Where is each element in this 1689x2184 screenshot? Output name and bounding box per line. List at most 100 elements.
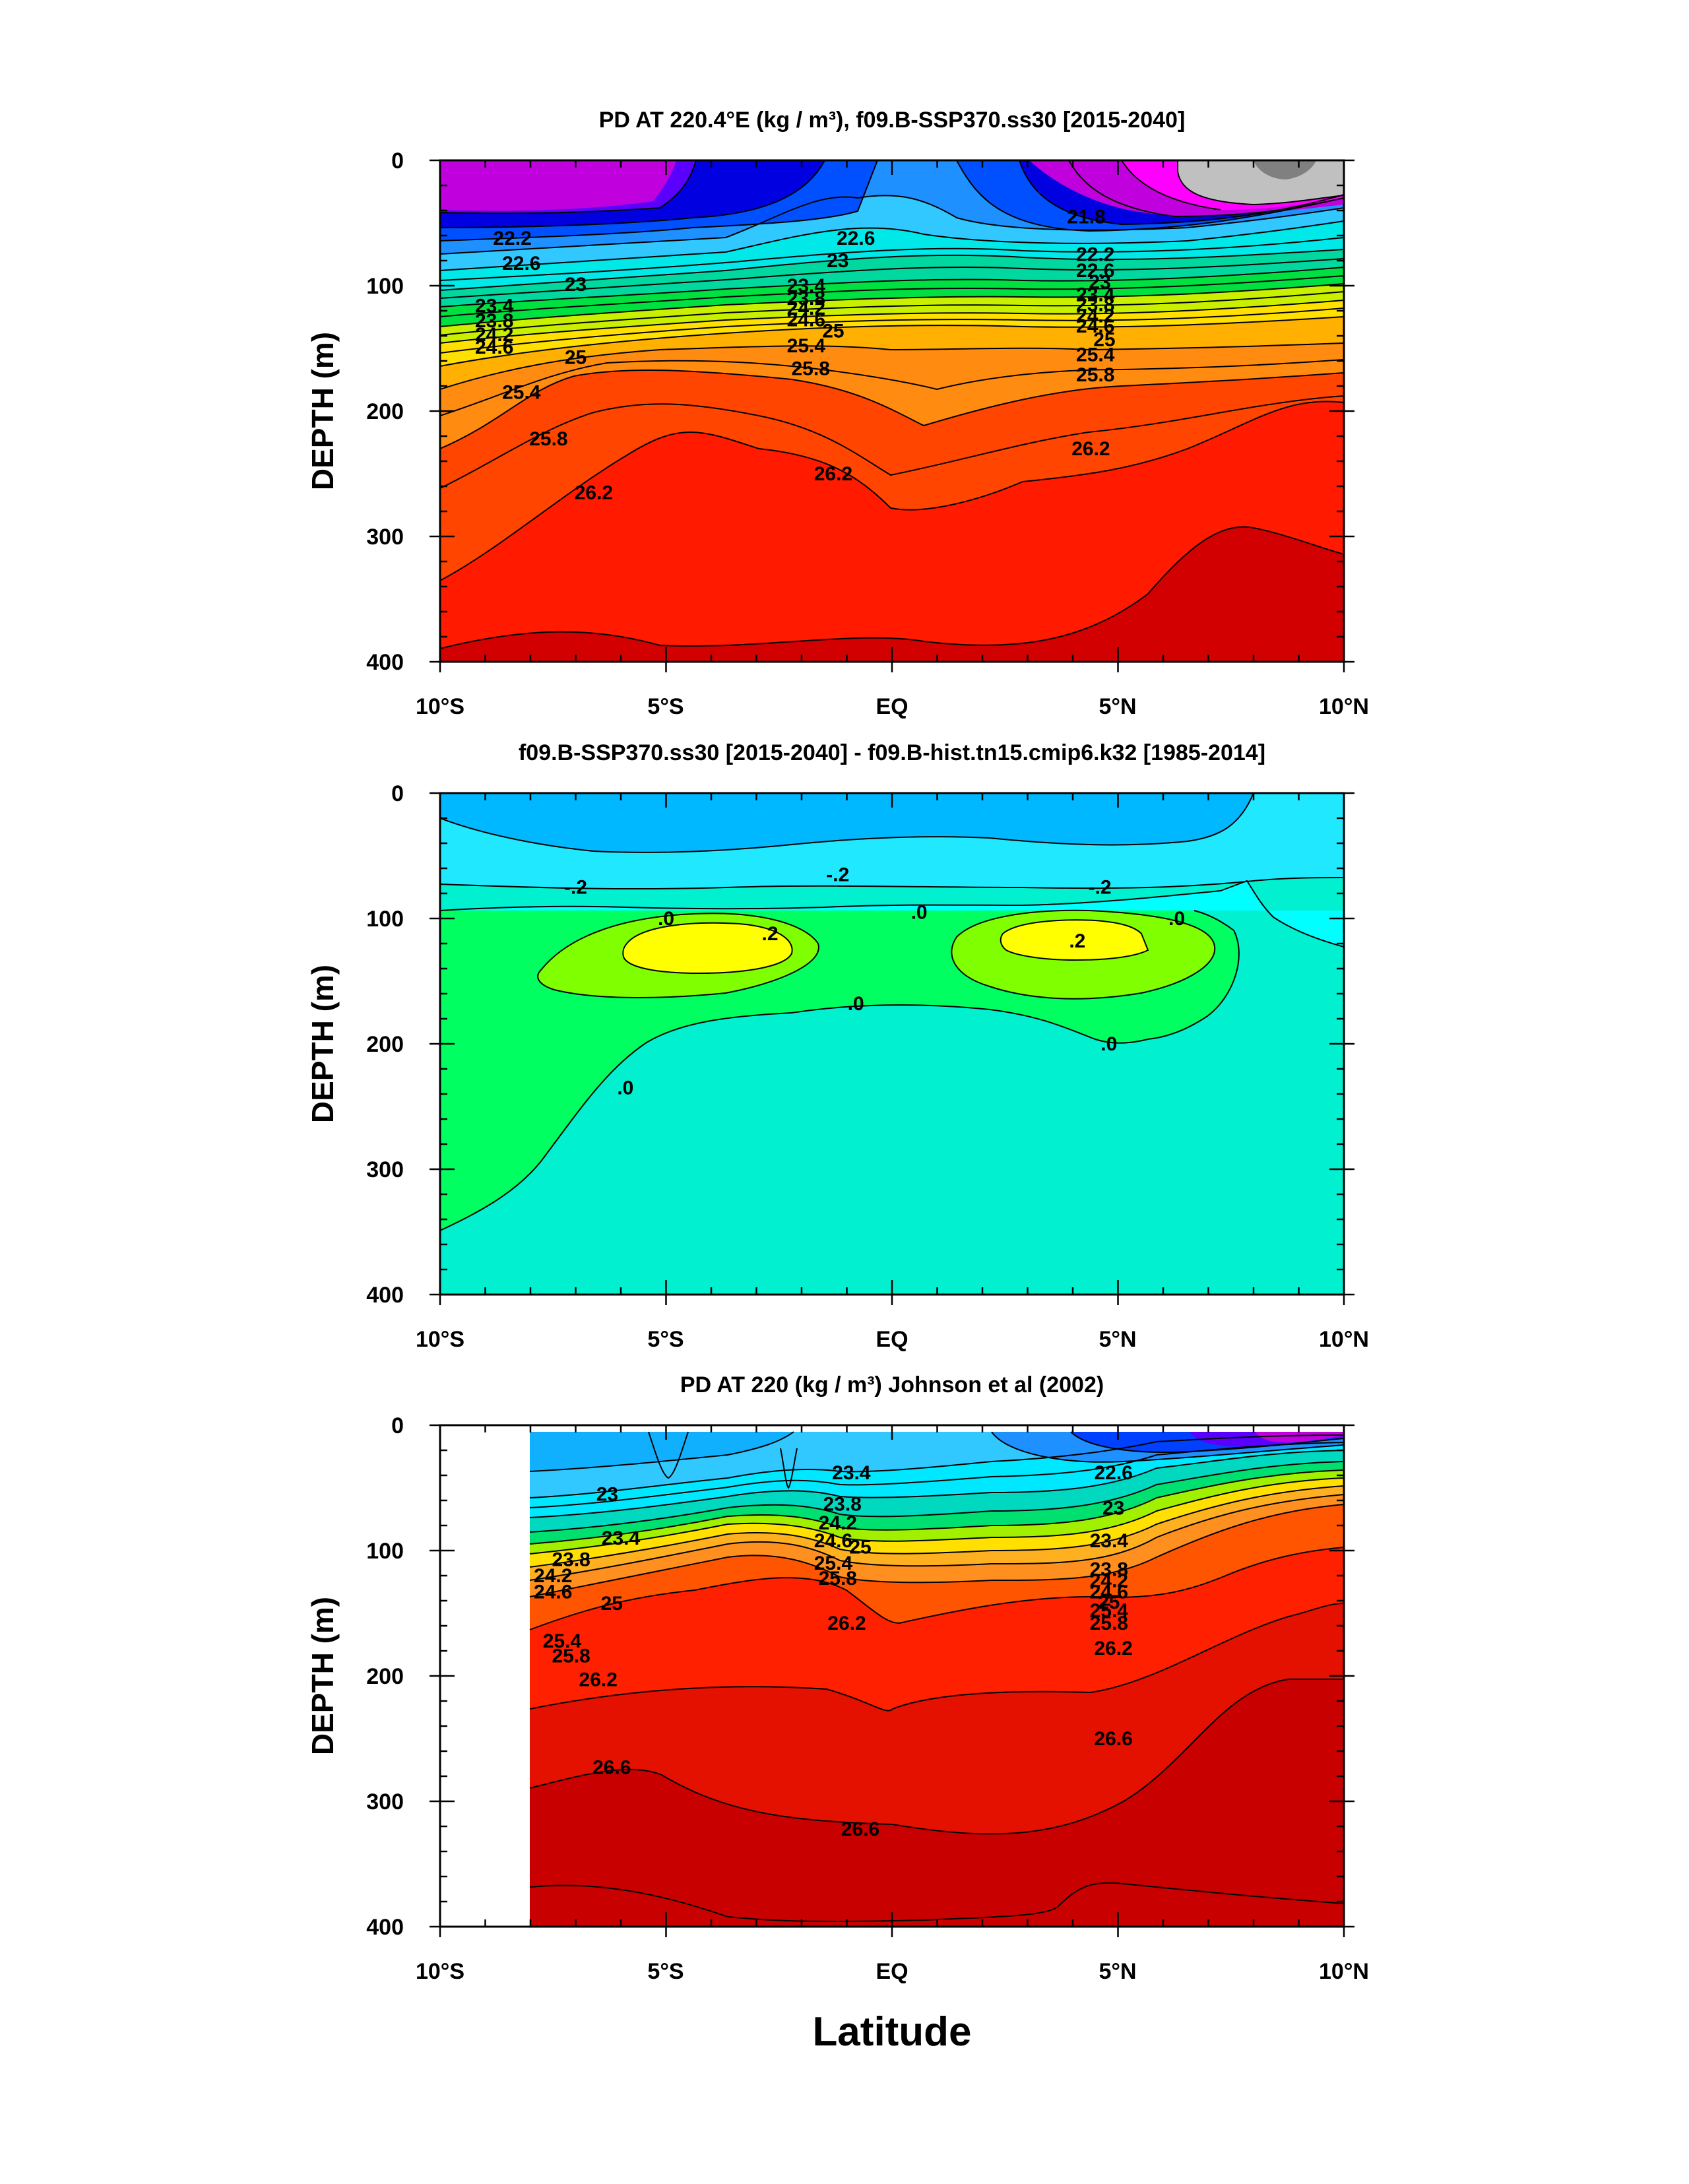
contour-label: 22.2: [1076, 244, 1114, 266]
tick-marks: [430, 159, 1354, 1937]
contour-label: 25.8: [819, 1568, 857, 1590]
contour-label: .0: [911, 902, 928, 924]
y-tick-label: 200: [366, 399, 404, 424]
panel-1: PD AT 220.4°E (kg / m³), f09.B-SSP370.ss…: [305, 108, 1369, 719]
x-tick-label: EQ: [876, 1959, 908, 1984]
contour-label: 25: [1093, 329, 1115, 351]
y-tick-label: 100: [366, 907, 404, 932]
contour-label: 25.4: [1076, 344, 1115, 366]
y-tick-label: 400: [366, 1915, 404, 1940]
y-tick-label: 200: [366, 1664, 404, 1689]
contour-label: 24.6: [1090, 1582, 1128, 1603]
x-tick-label: 5°S: [647, 694, 684, 719]
contour-label: 24.6: [787, 309, 825, 331]
panel-1-x-tick-labels: 10°S 5°S EQ 5°N 10°N: [416, 694, 1369, 719]
contour-label: -.2: [1089, 877, 1112, 899]
contour-label: 24.2: [475, 324, 513, 346]
x-tick-label: 5°N: [1099, 1959, 1136, 1984]
contour-label: 22.6: [1094, 1462, 1132, 1484]
contour-label: 22.6: [1076, 260, 1114, 282]
x-tick-label: 5°S: [647, 1959, 684, 1984]
x-tick-label: EQ: [876, 694, 908, 719]
panel-2-ticks: 10°S 5°S EQ 5°N 10°N 0 100 200 300 400: [366, 781, 1369, 1352]
contour-label: 25.4: [502, 382, 541, 404]
contour-label: 26.6: [841, 1818, 879, 1840]
panel-2: f09.B-SSP370.ss30 [2015-2040] - f09.B-hi…: [305, 740, 1369, 1352]
contour-label: 26.2: [1071, 438, 1110, 460]
y-tick-label: 100: [366, 274, 404, 299]
panel-2-x-tick-labels: 10°S 5°S EQ 5°N 10°N: [416, 1327, 1369, 1352]
x-tick-label: 5°N: [1099, 1327, 1136, 1352]
contour-label: 23.8: [1090, 1559, 1128, 1581]
contour-label: 23: [1102, 1497, 1124, 1519]
contour-label: 24.6: [814, 1530, 852, 1552]
contour-label: 23.4: [832, 1462, 871, 1484]
contour-label: 22.2: [493, 228, 531, 249]
contour-label: .0: [1100, 1033, 1117, 1055]
x-tick-label: 5°N: [1099, 694, 1136, 719]
x-tick-label: EQ: [876, 1327, 908, 1352]
contour-label: 25.8: [552, 1646, 590, 1667]
contour-label: .2: [1069, 930, 1085, 952]
y-tick-label: 0: [391, 1413, 404, 1438]
contour-label: 22.6: [837, 228, 875, 249]
contour-label: 25.4: [814, 1553, 853, 1574]
y-tick-label: 200: [366, 1032, 404, 1057]
contour-label: 23.4: [1090, 1530, 1129, 1552]
contour-label: 25.8: [1076, 364, 1114, 386]
panel-1-y-axis-label: DEPTH (m): [305, 332, 340, 490]
contour-label: 23.8: [823, 1494, 861, 1516]
contour-label: 23: [827, 250, 848, 272]
contour-label: 25.8: [792, 358, 830, 379]
y-tick-label: 400: [366, 1283, 404, 1308]
contour-label: 24.2: [534, 1565, 572, 1587]
contour-label: 23.4: [602, 1527, 641, 1549]
panel-3-ticks: 10°S 5°S EQ 5°N 10°N 0 100 200 300 400: [366, 1413, 1369, 1984]
contour-label: 21.8: [1067, 207, 1105, 228]
x-tick-label: 5°S: [647, 1327, 684, 1352]
contour-label: 24.2: [819, 1512, 857, 1534]
contour-label: .0: [617, 1077, 633, 1099]
panel-1-title: PD AT 220.4°E (kg / m³), f09.B-SSP370.ss…: [599, 108, 1186, 133]
contour-label: 25.4: [543, 1630, 582, 1652]
x-tick-label: 10°N: [1319, 1959, 1369, 1984]
contour-label: 23.8: [552, 1549, 590, 1570]
panel-1-y-tick-labels: 0 100 200 300 400: [366, 148, 404, 675]
contour-label: 25: [822, 320, 844, 342]
contour-label: .0: [1168, 908, 1185, 930]
contour-label: 25.8: [1090, 1613, 1128, 1634]
y-tick-label: 0: [391, 148, 404, 174]
contour-label: 26.2: [827, 1613, 866, 1634]
contour-label: 25: [565, 346, 587, 368]
contour-label: 26.6: [1094, 1728, 1132, 1750]
y-tick-label: 400: [366, 650, 404, 675]
contour-label: 26.2: [814, 463, 852, 485]
contour-label: -.2: [564, 877, 587, 899]
contour-label: 23: [565, 274, 587, 296]
contour-label: 23.8: [475, 310, 513, 332]
contour-label: 24.2: [1090, 1570, 1128, 1592]
panel-3-plot: 2323.423.824.224.62525.425.826.226.623.4…: [440, 1425, 1344, 1927]
y-tick-label: 100: [366, 1539, 404, 1564]
contour-label: 23.8: [787, 288, 825, 309]
contour-label: 23.4: [787, 275, 826, 297]
contour-label: -.2: [826, 864, 849, 886]
contour-label: 24.6: [1076, 315, 1114, 337]
contour-label: 23.4: [475, 295, 514, 317]
contour-label: 25: [1098, 1591, 1120, 1613]
contour-label: 26.2: [575, 482, 613, 504]
panel-2-plot: -.2 -.2 -.2 .0 .0 .0 .2 .2 .0 .0 .0: [440, 793, 1344, 1295]
panel-2-y-tick-labels: 0 100 200 300 400: [366, 781, 404, 1308]
y-tick-label: 300: [366, 525, 404, 550]
y-tick-label: 0: [391, 781, 404, 806]
x-tick-label: 10°S: [416, 1959, 464, 1984]
y-tick-label: 300: [366, 1157, 404, 1182]
contour-label: 24.2: [1076, 305, 1114, 327]
y-tick-label: 300: [366, 1789, 404, 1815]
panel-2-title: f09.B-SSP370.ss30 [2015-2040] - f09.B-hi…: [519, 740, 1265, 765]
panel-3-x-tick-labels: 10°S 5°S EQ 5°N 10°N: [416, 1959, 1369, 1984]
contour-label: 23: [1089, 271, 1110, 293]
contour-label: 25: [601, 1593, 623, 1615]
